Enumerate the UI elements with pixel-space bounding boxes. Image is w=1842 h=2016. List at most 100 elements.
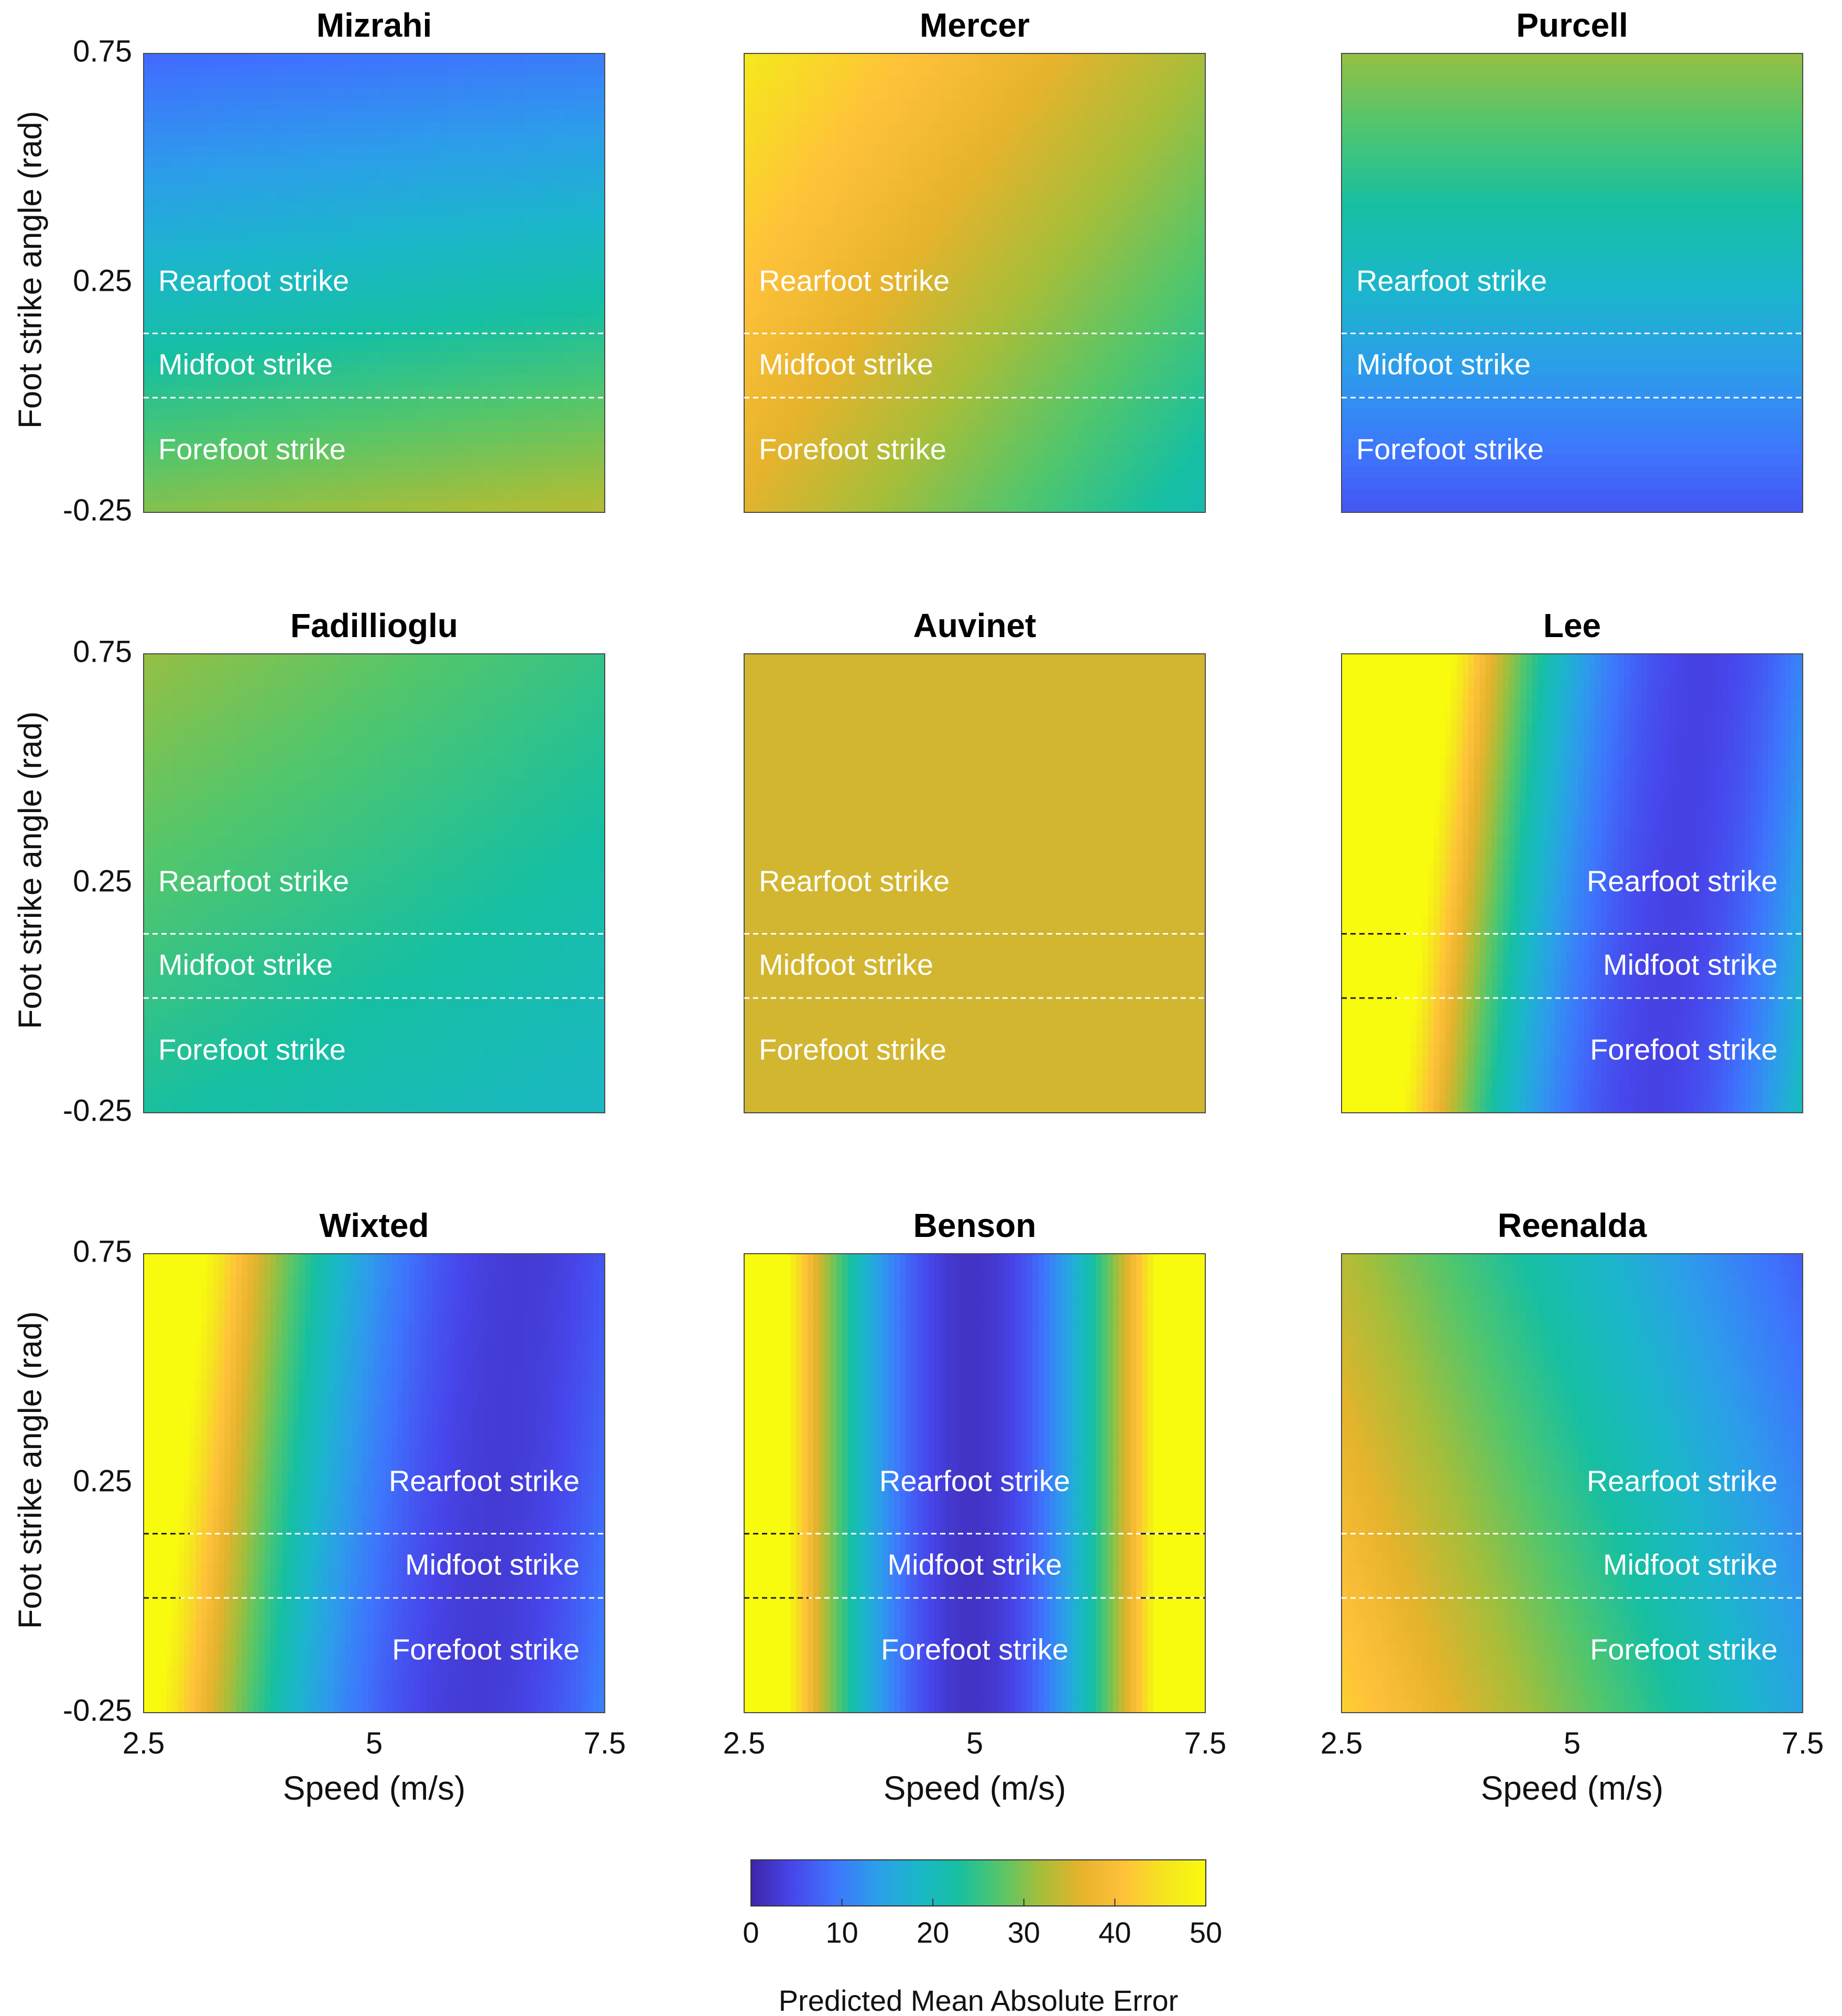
heat-cell — [969, 248, 975, 260]
heat-cell — [1125, 134, 1131, 146]
heat-cell — [195, 443, 202, 456]
heat-cell — [144, 294, 150, 306]
heat-cell — [495, 352, 502, 364]
heat-cell — [848, 87, 854, 100]
heat-cell — [559, 99, 565, 112]
heat-cell — [1125, 168, 1131, 180]
heat-cell — [397, 409, 404, 421]
heat-cell — [311, 420, 317, 433]
heat-cell — [1044, 76, 1050, 89]
heat-cell — [501, 489, 507, 501]
heat-cell — [178, 260, 184, 272]
heat-cell — [466, 202, 473, 215]
heat-cell — [397, 179, 404, 192]
heat-cell — [270, 76, 277, 89]
heat-cell — [357, 260, 363, 272]
heat-cell — [230, 409, 236, 421]
heat-cell — [1055, 134, 1062, 146]
heat-cell — [161, 64, 167, 77]
heat-cell — [432, 283, 438, 295]
heat-cell — [495, 466, 502, 479]
heat-cell — [1188, 214, 1194, 226]
heat-cell — [380, 501, 386, 513]
heat-cell — [1096, 294, 1102, 306]
heat-cell — [334, 478, 340, 490]
heat-cell — [340, 53, 346, 65]
heat-cell — [495, 122, 502, 135]
heat-cell — [426, 420, 432, 433]
heat-cell — [842, 237, 848, 249]
heat-cell — [530, 386, 536, 398]
heat-cell — [1119, 111, 1125, 123]
heat-cell — [524, 225, 530, 238]
heat-cell — [472, 420, 478, 433]
heat-cell — [1090, 271, 1096, 283]
heat-cell — [351, 237, 357, 249]
heat-cell — [322, 87, 329, 100]
heat-cell — [957, 179, 964, 192]
heat-cell — [1182, 237, 1189, 249]
heat-cell — [1194, 99, 1200, 112]
heat-cell — [513, 305, 519, 318]
heat-cell — [1148, 111, 1154, 123]
heat-cell — [357, 283, 363, 295]
heat-cell — [368, 305, 375, 318]
heat-cell — [530, 317, 536, 330]
heat-cell — [576, 122, 582, 135]
heat-cell — [593, 157, 600, 169]
heat-cell — [761, 214, 768, 226]
heat-cell — [790, 283, 797, 295]
heat-cell — [599, 317, 605, 330]
heat-cell — [882, 134, 889, 146]
heat-cell — [559, 214, 565, 226]
heat-cell — [299, 294, 306, 306]
heat-cell — [224, 53, 231, 65]
heat-cell — [570, 489, 576, 501]
heat-cell — [986, 271, 993, 283]
heat-cell — [328, 134, 334, 146]
heat-cell — [808, 99, 814, 112]
heat-cell — [1102, 283, 1108, 295]
heat-cell — [980, 225, 987, 238]
heat-cell — [1090, 87, 1096, 100]
heat-cell — [1125, 271, 1131, 283]
heat-cell — [276, 260, 282, 272]
heat-cell — [536, 352, 542, 364]
heat-cell — [415, 225, 421, 238]
heat-cell — [501, 157, 507, 169]
heat-cell — [1004, 237, 1010, 249]
heat-cell — [161, 328, 167, 341]
heat-cell — [1136, 53, 1142, 65]
heat-cell — [1113, 225, 1119, 238]
heat-cell — [513, 432, 519, 444]
heat-cell — [894, 271, 900, 283]
heat-cell — [265, 111, 271, 123]
heat-cell — [167, 145, 173, 157]
heat-cell — [975, 145, 981, 157]
heat-cell — [403, 398, 409, 410]
heat-cell — [259, 305, 265, 318]
heat-cell — [808, 179, 814, 192]
heat-cell — [1055, 179, 1062, 192]
heat-cell — [547, 53, 553, 65]
heat-cell — [559, 111, 565, 123]
heat-cell — [282, 191, 288, 203]
heat-cell — [489, 443, 496, 456]
heat-cell — [1032, 248, 1039, 260]
heat-cell — [403, 202, 409, 215]
heat-cell — [276, 386, 282, 398]
heat-cell — [1142, 122, 1148, 135]
heat-cell — [247, 122, 254, 135]
heat-cell — [865, 214, 871, 226]
heat-cell — [409, 179, 415, 192]
heat-cell — [975, 111, 981, 123]
heat-cell — [455, 53, 461, 65]
heat-cell — [599, 248, 605, 260]
heat-cell — [386, 466, 392, 479]
heat-cell — [564, 340, 571, 353]
heat-cell — [888, 122, 895, 135]
heat-cell — [253, 466, 259, 479]
heat-cell — [1136, 76, 1142, 89]
heat-cell — [368, 111, 375, 123]
heat-cell — [345, 352, 352, 364]
